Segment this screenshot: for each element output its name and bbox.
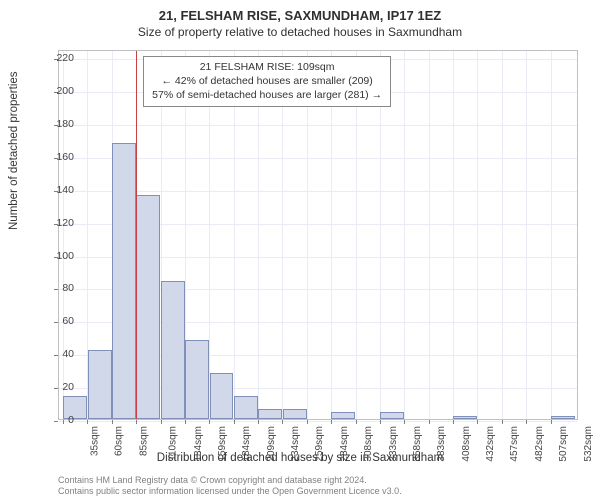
bar bbox=[453, 416, 477, 419]
bar bbox=[136, 195, 160, 419]
ytick-label: 200 bbox=[34, 85, 74, 97]
bar bbox=[161, 281, 185, 419]
bar bbox=[112, 143, 136, 419]
bar bbox=[331, 412, 355, 419]
xtick-label: 234sqm bbox=[290, 426, 301, 462]
annot-line: 57% of semi-detached houses are larger (… bbox=[152, 88, 382, 102]
xtick-label: 35sqm bbox=[90, 426, 101, 456]
xtick-label: 159sqm bbox=[217, 426, 228, 462]
xtick-label: 60sqm bbox=[114, 426, 125, 456]
ytick-label: 100 bbox=[34, 250, 74, 262]
footer-line-1: Contains HM Land Registry data © Crown c… bbox=[58, 475, 402, 486]
xtick-mark bbox=[87, 420, 88, 424]
gridline-v bbox=[404, 51, 405, 419]
xtick-mark bbox=[551, 420, 552, 424]
xtick-label: 383sqm bbox=[436, 426, 447, 462]
xtick-label: 134sqm bbox=[193, 426, 204, 462]
bar bbox=[88, 350, 112, 419]
xtick-mark bbox=[136, 420, 137, 424]
bar bbox=[210, 373, 234, 419]
xtick-label: 482sqm bbox=[534, 426, 545, 462]
xtick-label: 284sqm bbox=[339, 426, 350, 462]
ytick-label: 0 bbox=[34, 414, 74, 426]
xtick-mark bbox=[258, 420, 259, 424]
ytick-label: 220 bbox=[34, 52, 74, 64]
xtick-label: 85sqm bbox=[138, 426, 149, 456]
xtick-label: 308sqm bbox=[363, 426, 374, 462]
xtick-label: 184sqm bbox=[241, 426, 252, 462]
gridline-v bbox=[453, 51, 454, 419]
xtick-mark bbox=[331, 420, 332, 424]
bar bbox=[258, 409, 282, 419]
ytick-label: 20 bbox=[34, 381, 74, 393]
xtick-mark bbox=[307, 420, 308, 424]
gridline-v bbox=[63, 51, 64, 419]
reference-line bbox=[136, 51, 137, 419]
gridline-v bbox=[551, 51, 552, 419]
xtick-mark bbox=[502, 420, 503, 424]
xtick-label: 432sqm bbox=[485, 426, 496, 462]
footer: Contains HM Land Registry data © Crown c… bbox=[58, 475, 402, 498]
xtick-mark bbox=[404, 420, 405, 424]
annot-line: ← 42% of detached houses are smaller (20… bbox=[152, 74, 382, 88]
ytick-label: 180 bbox=[34, 118, 74, 130]
gridline-v bbox=[477, 51, 478, 419]
xtick-mark bbox=[429, 420, 430, 424]
ytick-label: 60 bbox=[34, 315, 74, 327]
xtick-mark bbox=[380, 420, 381, 424]
bar bbox=[234, 396, 258, 419]
y-axis-label: Number of detached properties bbox=[8, 71, 20, 230]
xtick-label: 408sqm bbox=[461, 426, 472, 462]
ytick-label: 160 bbox=[34, 151, 74, 163]
bar bbox=[551, 416, 575, 419]
ytick-label: 40 bbox=[34, 348, 74, 360]
xtick-label: 457sqm bbox=[510, 426, 521, 462]
xtick-label: 110sqm bbox=[167, 426, 178, 461]
bar bbox=[380, 412, 404, 419]
annot-line: 21 FELSHAM RISE: 109sqm bbox=[152, 60, 382, 74]
xtick-mark bbox=[234, 420, 235, 424]
xtick-label: 259sqm bbox=[315, 426, 326, 462]
footer-line-2: Contains public sector information licen… bbox=[58, 486, 402, 497]
gridline-v bbox=[502, 51, 503, 419]
xtick-mark bbox=[453, 420, 454, 424]
bar bbox=[185, 340, 209, 419]
ytick-label: 80 bbox=[34, 282, 74, 294]
xtick-mark bbox=[209, 420, 210, 424]
xtick-mark bbox=[161, 420, 162, 424]
chart-title: 21, FELSHAM RISE, SAXMUNDHAM, IP17 1EZ bbox=[0, 0, 600, 23]
xtick-mark bbox=[185, 420, 186, 424]
xtick-label: 507sqm bbox=[558, 426, 569, 462]
chart-subtitle: Size of property relative to detached ho… bbox=[0, 25, 600, 39]
xtick-label: 532sqm bbox=[583, 426, 594, 462]
xtick-mark bbox=[282, 420, 283, 424]
xtick-label: 333sqm bbox=[388, 426, 399, 462]
xtick-mark bbox=[477, 420, 478, 424]
xtick-label: 358sqm bbox=[412, 426, 423, 462]
gridline-v bbox=[429, 51, 430, 419]
bar bbox=[283, 409, 307, 419]
chart-container: 21, FELSHAM RISE, SAXMUNDHAM, IP17 1EZ S… bbox=[0, 0, 600, 500]
gridline-v bbox=[526, 51, 527, 419]
xtick-mark bbox=[112, 420, 113, 424]
xtick-mark bbox=[526, 420, 527, 424]
annotation-box: 21 FELSHAM RISE: 109sqm← 42% of detached… bbox=[143, 56, 391, 107]
xtick-label: 209sqm bbox=[266, 426, 277, 462]
xtick-mark bbox=[356, 420, 357, 424]
ytick-label: 120 bbox=[34, 217, 74, 229]
ytick-label: 140 bbox=[34, 184, 74, 196]
